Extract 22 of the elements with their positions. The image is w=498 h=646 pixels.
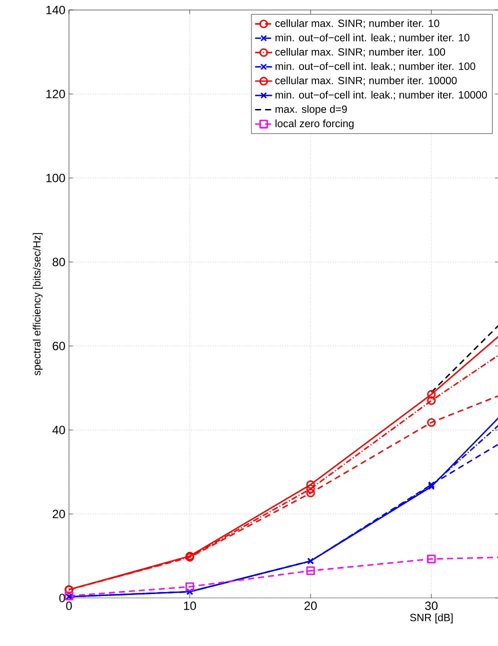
x-axis-title: SNR [dB] xyxy=(410,614,452,624)
legend-label: min. out−of−cell int. leak.; number iter. 10 xyxy=(275,34,470,43)
x-tick-label: 30 xyxy=(424,602,438,610)
y-tick-label: 80 xyxy=(52,258,65,266)
legend-label: cellular max. SINR; number iter. 10 xyxy=(275,19,440,28)
x-tick-label: 20 xyxy=(304,602,317,610)
legend-label: cellular max. SINR; number iter. 100 xyxy=(275,48,445,57)
legend-label: min. out−of−cell int. leak.; number iter. 10000 xyxy=(275,90,487,100)
y-tick-label: 20 xyxy=(52,510,65,518)
y-tick-label: 40 xyxy=(52,426,65,434)
y-tick-label: 140 xyxy=(46,6,65,14)
legend-label: cellular max. SINR; number iter. 10000 xyxy=(275,76,457,86)
legend-label: local zero forcing xyxy=(275,119,354,130)
legend-label: max. slope d=9 xyxy=(275,105,347,115)
legend-label: min. out−of−cell int. leak.; number iter. 100 xyxy=(275,62,476,72)
x-tick-label: 0 xyxy=(66,602,72,610)
y-tick-label: 100 xyxy=(46,174,65,182)
y-tick-label: 0 xyxy=(59,594,65,602)
x-tick-label: 10 xyxy=(184,602,196,610)
y-tick-label: 60 xyxy=(52,342,65,350)
y-tick-label: 120 xyxy=(46,90,65,98)
y-axis-title: spectral efficiency [bits/sec/Hz] xyxy=(32,233,42,376)
